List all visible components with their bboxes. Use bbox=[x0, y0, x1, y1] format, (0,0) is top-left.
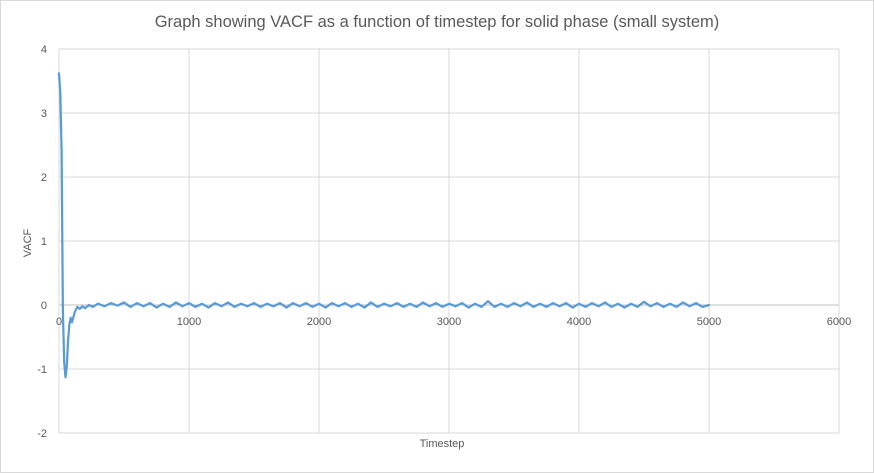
x-tick-label: 2000 bbox=[307, 316, 331, 328]
y-tick-label: 1 bbox=[41, 236, 47, 248]
y-axis-tick-labels: -2 -1 0 1 2 3 4 bbox=[37, 44, 47, 440]
x-tick-label: 4000 bbox=[567, 316, 591, 328]
x-tick-label: 3000 bbox=[437, 316, 461, 328]
y-axis-title: VACF bbox=[22, 228, 34, 257]
y-tick-label: 4 bbox=[41, 44, 47, 56]
x-axis-title: Timestep bbox=[420, 438, 465, 450]
y-tick-label: 2 bbox=[41, 172, 47, 184]
x-axis-tick-labels: 0 1000 2000 3000 4000 5000 6000 bbox=[56, 316, 851, 328]
chart-title: Graph showing VACF as a function of time… bbox=[154, 13, 720, 31]
y-tick-label: -2 bbox=[37, 428, 47, 440]
x-tick-label: 6000 bbox=[827, 316, 851, 328]
series-line-vacf bbox=[57, 72, 711, 379]
y-tick-label: 3 bbox=[41, 108, 47, 120]
x-tick-label: 5000 bbox=[697, 316, 721, 328]
x-tick-label: 0 bbox=[56, 316, 62, 328]
y-tick-label: -1 bbox=[37, 364, 47, 376]
y-tick-label: 0 bbox=[41, 300, 47, 312]
gridlines bbox=[58, 48, 840, 434]
x-tick-label: 1000 bbox=[177, 316, 201, 328]
series-layer bbox=[57, 72, 711, 379]
